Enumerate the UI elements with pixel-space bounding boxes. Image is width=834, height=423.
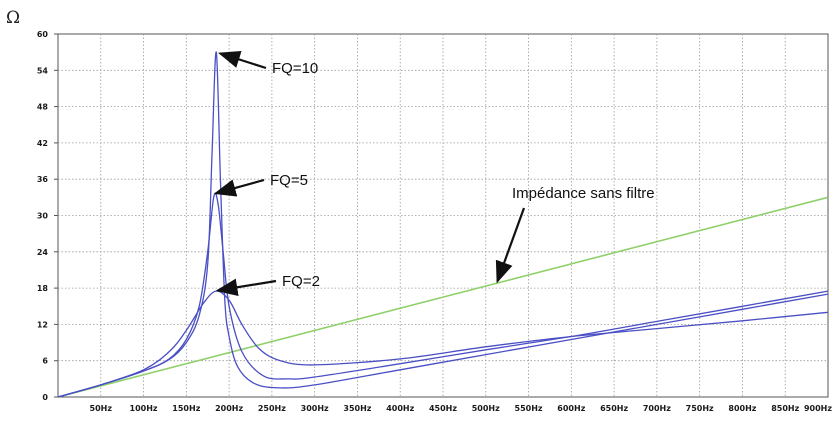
x-tick-label-15: 800Hz	[728, 404, 756, 413]
x-tick-label-1: 100Hz	[130, 404, 158, 413]
annotation-label-2: FQ=2	[282, 273, 320, 290]
x-tick-label-13: 700Hz	[643, 404, 671, 413]
y-tick-label-6: 36	[37, 175, 49, 184]
annotation-arrow-0	[217, 50, 267, 70]
annotation-arrow-3	[495, 207, 526, 284]
y-tick-label-2: 12	[37, 320, 48, 329]
y-tick-label-5: 30	[37, 212, 49, 221]
y-tick-label-3: 18	[37, 284, 49, 293]
x-tick-label-8: 450Hz	[429, 404, 457, 413]
x-tick-label-3: 200Hz	[215, 404, 243, 413]
x-tick-label-6: 350Hz	[343, 404, 371, 413]
y-tick-label-8: 48	[37, 103, 49, 112]
annotation-label-0: FQ=10	[272, 60, 318, 77]
x-tick-label-17: 900Hz	[804, 404, 832, 413]
x-tick-label-16: 850Hz	[771, 404, 799, 413]
annotation-label-1: FQ=5	[270, 172, 308, 189]
x-tick-label-14: 750Hz	[686, 404, 714, 413]
x-tick-label-0: 50Hz	[90, 404, 113, 413]
y-tick-label-4: 24	[37, 248, 49, 257]
x-tick-label-9: 500Hz	[472, 404, 500, 413]
series-line-1	[57, 51, 829, 398]
x-tick-label-4: 250Hz	[258, 404, 286, 413]
x-tick-label-11: 600Hz	[557, 404, 585, 413]
annotation-label-3: Impédance sans filtre	[512, 185, 655, 202]
x-tick-label-2: 150Hz	[172, 404, 200, 413]
x-tick-label-7: 400Hz	[386, 404, 414, 413]
y-tick-label-0: 0	[42, 393, 48, 402]
x-tick-label-12: 650Hz	[600, 404, 628, 413]
x-tick-label-10: 550Hz	[515, 404, 543, 413]
series-line-0	[57, 196, 829, 398]
y-tick-label-7: 42	[37, 139, 48, 148]
x-tick-label-5: 300Hz	[301, 404, 329, 413]
annotation-arrow-2	[215, 278, 277, 296]
y-tick-label-1: 6	[42, 357, 48, 366]
y-tick-label-10: 60	[37, 30, 49, 39]
y-tick-label-9: 54	[37, 66, 49, 75]
series-line-3	[57, 290, 829, 398]
y-unit-label: Ω	[6, 8, 21, 28]
annotation-arrow-1	[213, 178, 265, 197]
